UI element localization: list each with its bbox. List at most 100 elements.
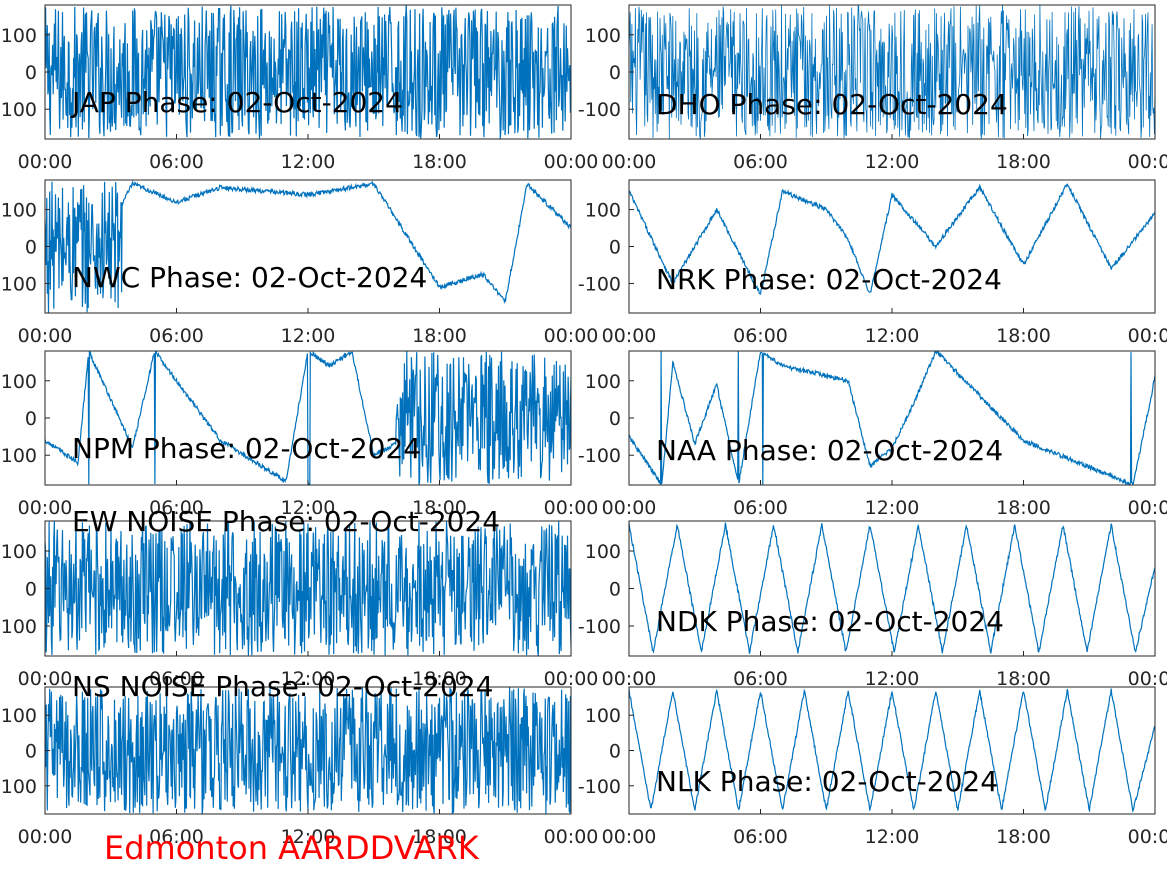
y-tick-label: 0	[609, 579, 621, 601]
x-tick-label: 00:00	[544, 826, 599, 848]
series-line	[45, 521, 571, 656]
panel-title: JAP Phase: 02-Oct-2024	[70, 86, 403, 119]
series-line	[629, 351, 1155, 485]
panel-8: 100 0 -100 00:00 06:00 12:00 18:00 00:00 NDK Pha…	[578, 520, 1167, 690]
x-tick-label: 06:00	[149, 151, 204, 173]
y-tick-label: 100	[1, 541, 37, 563]
series-line	[45, 5, 571, 139]
x-tick-label: 18:00	[996, 151, 1051, 173]
x-tick-label: 12:00	[281, 325, 336, 347]
series-line	[629, 5, 1155, 139]
x-tick-label: 18:00	[412, 151, 467, 173]
panel-title: DHO Phase: 02-Oct-2024	[656, 88, 1008, 121]
panel-9: 100 0 -100 00:00 06:00 12:00 18:00 00:00 NS NOIS…	[0, 670, 598, 848]
x-tick-label: 00:00	[602, 497, 657, 519]
x-tick-label: 12:00	[865, 151, 920, 173]
y-tick-label: 0	[609, 408, 621, 430]
x-tick-label: 00:00	[18, 497, 73, 519]
x-tick-label: 00:00	[602, 826, 657, 848]
y-tick-label: 100	[1, 25, 37, 47]
y-tick-label: -100	[578, 445, 621, 467]
panel-title: NS NOISE Phase: 02-Oct-2024	[72, 670, 493, 703]
x-tick-label: 00:00	[1128, 826, 1167, 848]
panel-title: NLK Phase: 02-Oct-2024	[656, 765, 998, 798]
panel-6: 100 0 -100 00:00 06:00 12:00 18:00 00:00 NAA Pha…	[578, 350, 1167, 519]
x-tick-label: 06:00	[733, 497, 788, 519]
x-tick-label: 18:00	[412, 497, 467, 519]
x-tick-label: 06:00	[149, 668, 204, 690]
y-tick-label: -100	[0, 445, 37, 467]
x-tick-label: 06:00	[733, 668, 788, 690]
y-tick-label: 0	[25, 62, 37, 84]
x-tick-label: 00:00	[544, 497, 599, 519]
y-tick-label: -100	[578, 273, 621, 295]
panel-title: NWC Phase: 02-Oct-2024	[72, 261, 427, 294]
y-tick-label: 0	[609, 237, 621, 259]
y-tick-label: 0	[609, 62, 621, 84]
x-tick-label: 00:00	[18, 325, 73, 347]
panel-7: 100 0 -100 00:00 06:00 12:00 18:00 00:00 EW NOIS…	[0, 505, 598, 690]
x-tick-label: 00:00	[544, 151, 599, 173]
y-tick-label: -100	[0, 616, 37, 638]
x-tick-label: 12:00	[281, 497, 336, 519]
panel-5: 100 0 -100 00:00 06:00 12:00 18:00 00:00 NPM Pha…	[0, 350, 599, 519]
y-tick-label: 100	[585, 200, 621, 222]
x-tick-label: 00:00	[602, 151, 657, 173]
panel-4: 100 0 -100 00:00 06:00 12:00 18:00 00:00 NRK Pha…	[578, 179, 1167, 347]
x-tick-label: 18:00	[412, 325, 467, 347]
panel-title: EW NOISE Phase: 02-Oct-2024	[72, 505, 500, 538]
y-tick-label: 0	[25, 237, 37, 259]
y-tick-label: 0	[609, 741, 621, 763]
x-tick-label: 00:00	[1128, 668, 1167, 690]
x-tick-label: 18:00	[996, 497, 1051, 519]
panel-2: 100 0 -100 00:00 06:00 12:00 18:00 00:00 DHO Pha…	[578, 4, 1167, 173]
panel-title: NDK Phase: 02-Oct-2024	[656, 605, 1004, 638]
x-tick-label: 18:00	[412, 668, 467, 690]
x-tick-label: 06:00	[733, 325, 788, 347]
x-tick-label: 00:00	[602, 325, 657, 347]
panel-10: 100 0 -100 00:00 06:00 12:00 18:00 00:00 NLK Pha…	[578, 686, 1167, 848]
series-line	[45, 180, 571, 313]
x-tick-label: 00:00	[1128, 497, 1167, 519]
y-tick-label: 0	[25, 579, 37, 601]
panel-title: NAA Phase: 02-Oct-2024	[656, 434, 1003, 467]
x-tick-label: 00:00	[18, 826, 73, 848]
panel-1: 100 0 -100 00:00 06:00 12:00 18:00 00:00 JAP Pha…	[0, 4, 599, 173]
x-tick-label: 12:00	[865, 668, 920, 690]
y-tick-label: -100	[578, 99, 621, 121]
x-tick-label: 06:00	[149, 325, 204, 347]
y-tick-label: 0	[25, 408, 37, 430]
y-tick-label: -100	[0, 273, 37, 295]
y-tick-label: 100	[585, 541, 621, 563]
station-label: Edmonton AARDDVARK	[104, 829, 479, 867]
x-tick-label: 00:00	[602, 668, 657, 690]
series-line	[629, 522, 1155, 654]
panel-title: NPM Phase: 02-Oct-2024	[72, 432, 421, 465]
x-tick-label: 00:00	[18, 151, 73, 173]
x-tick-label: 06:00	[149, 826, 204, 848]
y-tick-label: 100	[1, 705, 37, 727]
x-tick-label: 12:00	[281, 668, 336, 690]
x-tick-label: 18:00	[996, 668, 1051, 690]
x-tick-label: 12:00	[281, 151, 336, 173]
x-tick-label: 00:00	[1128, 151, 1167, 173]
x-tick-label: 12:00	[865, 826, 920, 848]
series-line	[629, 688, 1155, 813]
x-tick-label: 06:00	[149, 497, 204, 519]
y-tick-label: 100	[585, 25, 621, 47]
y-tick-label: 0	[25, 741, 37, 763]
x-tick-label: 18:00	[412, 826, 467, 848]
x-tick-label: 12:00	[865, 497, 920, 519]
y-tick-label: -100	[0, 99, 37, 121]
y-tick-label: -100	[0, 776, 37, 798]
y-tick-label: -100	[578, 616, 621, 638]
series-line	[629, 182, 1155, 295]
y-tick-label: 100	[1, 371, 37, 393]
x-tick-label: 18:00	[996, 325, 1051, 347]
x-tick-label: 00:00	[1128, 325, 1167, 347]
x-tick-label: 00:00	[544, 325, 599, 347]
x-tick-label: 00:00	[544, 668, 599, 690]
x-tick-label: 12:00	[865, 325, 920, 347]
series-line	[45, 687, 571, 814]
